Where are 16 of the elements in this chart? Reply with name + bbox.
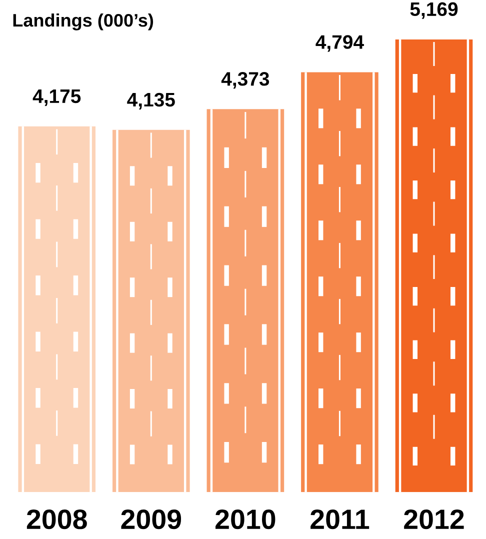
data-label: 4,373 (221, 72, 270, 89)
bar (395, 39, 473, 492)
x-tick-label: 2009 (121, 510, 182, 530)
x-tick-label: 2012 (404, 510, 464, 530)
bar (206, 109, 284, 492)
x-tick-label: 2010 (216, 510, 276, 530)
bar (301, 72, 378, 492)
data-label: 4,135 (127, 92, 175, 110)
data-label: 4,794 (316, 35, 364, 52)
data-label: 5,169 (410, 2, 458, 19)
bar (112, 130, 190, 492)
data-label: 4,175 (32, 90, 81, 106)
x-tick-label: 2008 (26, 510, 87, 530)
bar (18, 126, 96, 492)
x-tick-label: 2011 (310, 510, 370, 530)
chart-title: Landings (000’s) (13, 13, 154, 30)
